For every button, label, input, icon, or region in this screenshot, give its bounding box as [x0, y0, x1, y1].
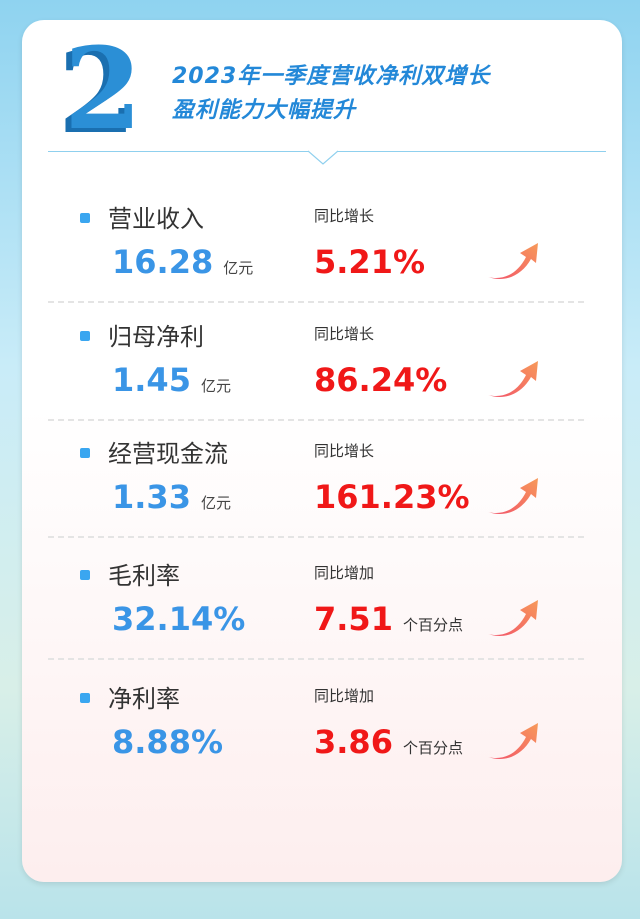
- metric-unit: 亿元: [200, 377, 231, 395]
- metric-label: 经营现金流: [108, 440, 228, 468]
- metric-label: 营业收入: [108, 205, 204, 233]
- metric-value: 32.14%: [112, 600, 246, 638]
- metric-change: 161.23%: [314, 478, 470, 516]
- bullet-icon: [80, 693, 90, 703]
- arrow-up-right-icon: [488, 243, 538, 279]
- metric-value: 1.33 亿元: [112, 478, 231, 516]
- metric-change: 86.24%: [314, 361, 448, 399]
- compare-label: 同比增长: [314, 325, 375, 343]
- row-divider: [48, 536, 584, 538]
- metrics-card: 2 2023年一季度营收净利双增长 盈利能力大幅提升 营业收入 同比增长 16.…: [22, 20, 622, 882]
- metric-unit: 亿元: [223, 259, 254, 277]
- metric-value: 16.28 亿元: [112, 243, 254, 281]
- metric-row: 营业收入 同比增长 16.28 亿元 5.21%: [22, 185, 622, 303]
- row-divider: [48, 301, 584, 303]
- metric-row: 毛利率 同比增加 32.14% 7.51 个百分点: [22, 542, 622, 660]
- arrow-up-right-icon: [488, 723, 538, 759]
- title-line-1: 2023年一季度营收净利双增长: [172, 64, 491, 89]
- row-divider: [48, 419, 584, 421]
- row-divider: [48, 658, 584, 660]
- bullet-icon: [80, 448, 90, 458]
- change-unit: 个百分点: [402, 739, 463, 757]
- title-line-2: 盈利能力大幅提升: [172, 98, 357, 123]
- metric-label: 净利率: [108, 685, 180, 713]
- metric-change: 7.51 个百分点: [314, 600, 463, 638]
- metric-row: 净利率 同比增加 8.88% 3.86 个百分点: [22, 665, 622, 783]
- metric-value: 8.88%: [112, 723, 224, 761]
- change-unit: 个百分点: [402, 616, 463, 634]
- compare-label: 同比增长: [314, 442, 375, 460]
- arrow-up-right-icon: [488, 478, 538, 514]
- chevron-down-icon: [308, 150, 338, 165]
- bullet-icon: [80, 570, 90, 580]
- metric-label: 毛利率: [108, 562, 180, 590]
- bullet-icon: [80, 331, 90, 341]
- section-number: 2: [64, 24, 142, 155]
- metric-label: 归母净利: [108, 323, 204, 351]
- metric-unit: 亿元: [200, 494, 231, 512]
- metric-change: 5.21%: [314, 243, 426, 281]
- compare-label: 同比增长: [314, 207, 375, 225]
- metric-row: 经营现金流 同比增长 1.33 亿元 161.23%: [22, 420, 622, 538]
- metric-change: 3.86 个百分点: [314, 723, 463, 761]
- metric-value: 1.45 亿元: [112, 361, 231, 399]
- arrow-up-right-icon: [488, 361, 538, 397]
- metric-row: 归母净利 同比增长 1.45 亿元 86.24%: [22, 303, 622, 421]
- compare-label: 同比增加: [314, 564, 375, 582]
- compare-label: 同比增加: [314, 687, 375, 705]
- arrow-up-right-icon: [488, 600, 538, 636]
- section-title: 2023年一季度营收净利双增长 盈利能力大幅提升: [172, 60, 490, 128]
- bullet-icon: [80, 213, 90, 223]
